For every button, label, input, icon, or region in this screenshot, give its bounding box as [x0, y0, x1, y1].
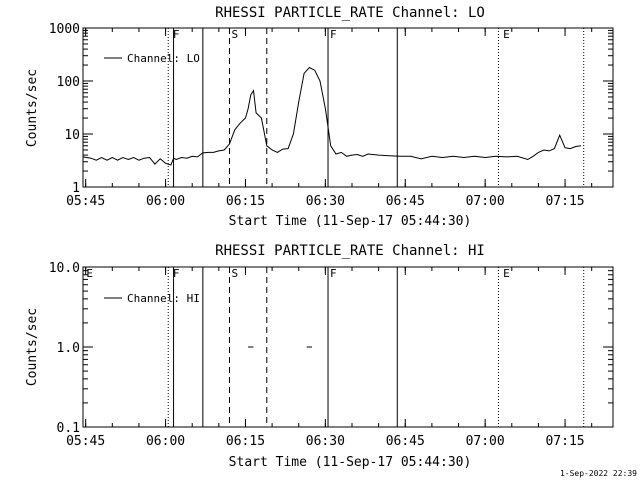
x-tick-label: 06:45 [386, 434, 425, 449]
x-tick-label: 07:15 [545, 434, 584, 449]
x-tick-label: 06:00 [146, 194, 185, 209]
y-axis-label: Counts/sec [25, 308, 40, 386]
x-tick-label: 07:00 [466, 194, 505, 209]
chart-title: RHESSI PARTICLE_RATE Channel: HI [215, 243, 485, 259]
plot-frame [82, 27, 614, 188]
y-tick-label: 100 [57, 75, 80, 90]
tick-labels: 05:45 06:00 06:15 06:30 06:45 07:00 07:15 0.1 1.… [49, 261, 585, 449]
x-tick-label: 06:00 [146, 434, 185, 449]
y-tick-label: 1.0 [57, 341, 80, 356]
y-tick-label: 10 [64, 128, 80, 143]
x-tick-label: 05:45 [66, 434, 105, 449]
chart-panel-hi: RHESSI PARTICLE_RATE Channel: HI Start T… [25, 243, 614, 470]
series-line [82, 66, 582, 166]
legend-label: Channel: HI [127, 292, 200, 305]
chart-panel-lo: RHESSI PARTICLE_RATE Channel: LO Start T… [25, 5, 614, 229]
x-tick-label: 06:30 [306, 434, 345, 449]
y-tick-label: 0.1 [57, 421, 80, 436]
y-tick-label: 1 [72, 181, 80, 196]
marker-label: F [330, 28, 337, 41]
series-lines [82, 66, 582, 166]
legend: Channel: HI [104, 292, 200, 305]
overlay-lines [167, 267, 585, 427]
x-tick-label: 07:15 [545, 194, 584, 209]
tick-labels: 05:45 06:00 06:15 06:30 06:45 07:00 07:15 1 10 10… [49, 22, 585, 209]
axis-ticks [83, 27, 613, 188]
marker-label: E [503, 28, 510, 41]
legend: Channel: LO [104, 52, 200, 65]
marker-label: E [503, 267, 510, 280]
x-tick-label: 07:00 [466, 434, 505, 449]
plot-frame [82, 266, 614, 428]
footer-date: 1-Sep-2022 22:39 [560, 469, 637, 478]
legend-label: Channel: LO [127, 52, 200, 65]
marker-label: S [231, 267, 238, 280]
y-axis-label: Counts/sec [25, 69, 40, 147]
marker-label: F [330, 267, 337, 280]
x-tick-label: 06:30 [306, 194, 345, 209]
marker-label: S [231, 28, 238, 41]
marker-label: F [173, 28, 180, 41]
x-tick-label: 05:45 [66, 194, 105, 209]
x-tick-label: 06:15 [226, 434, 265, 449]
x-axis-label: Start Time (11-Sep-17 05:44:30) [229, 455, 472, 470]
y-tick-label: 1000 [49, 22, 80, 37]
x-tick-label: 06:15 [226, 194, 265, 209]
marker-label: E [86, 267, 93, 280]
marker-label: F [173, 267, 180, 280]
y-tick-label: 10.0 [49, 261, 80, 276]
overlay-lines [167, 28, 585, 187]
x-axis-label: Start Time (11-Sep-17 05:44:30) [229, 214, 472, 229]
chart-title: RHESSI PARTICLE_RATE Channel: LO [215, 5, 485, 21]
x-tick-label: 06:45 [386, 194, 425, 209]
